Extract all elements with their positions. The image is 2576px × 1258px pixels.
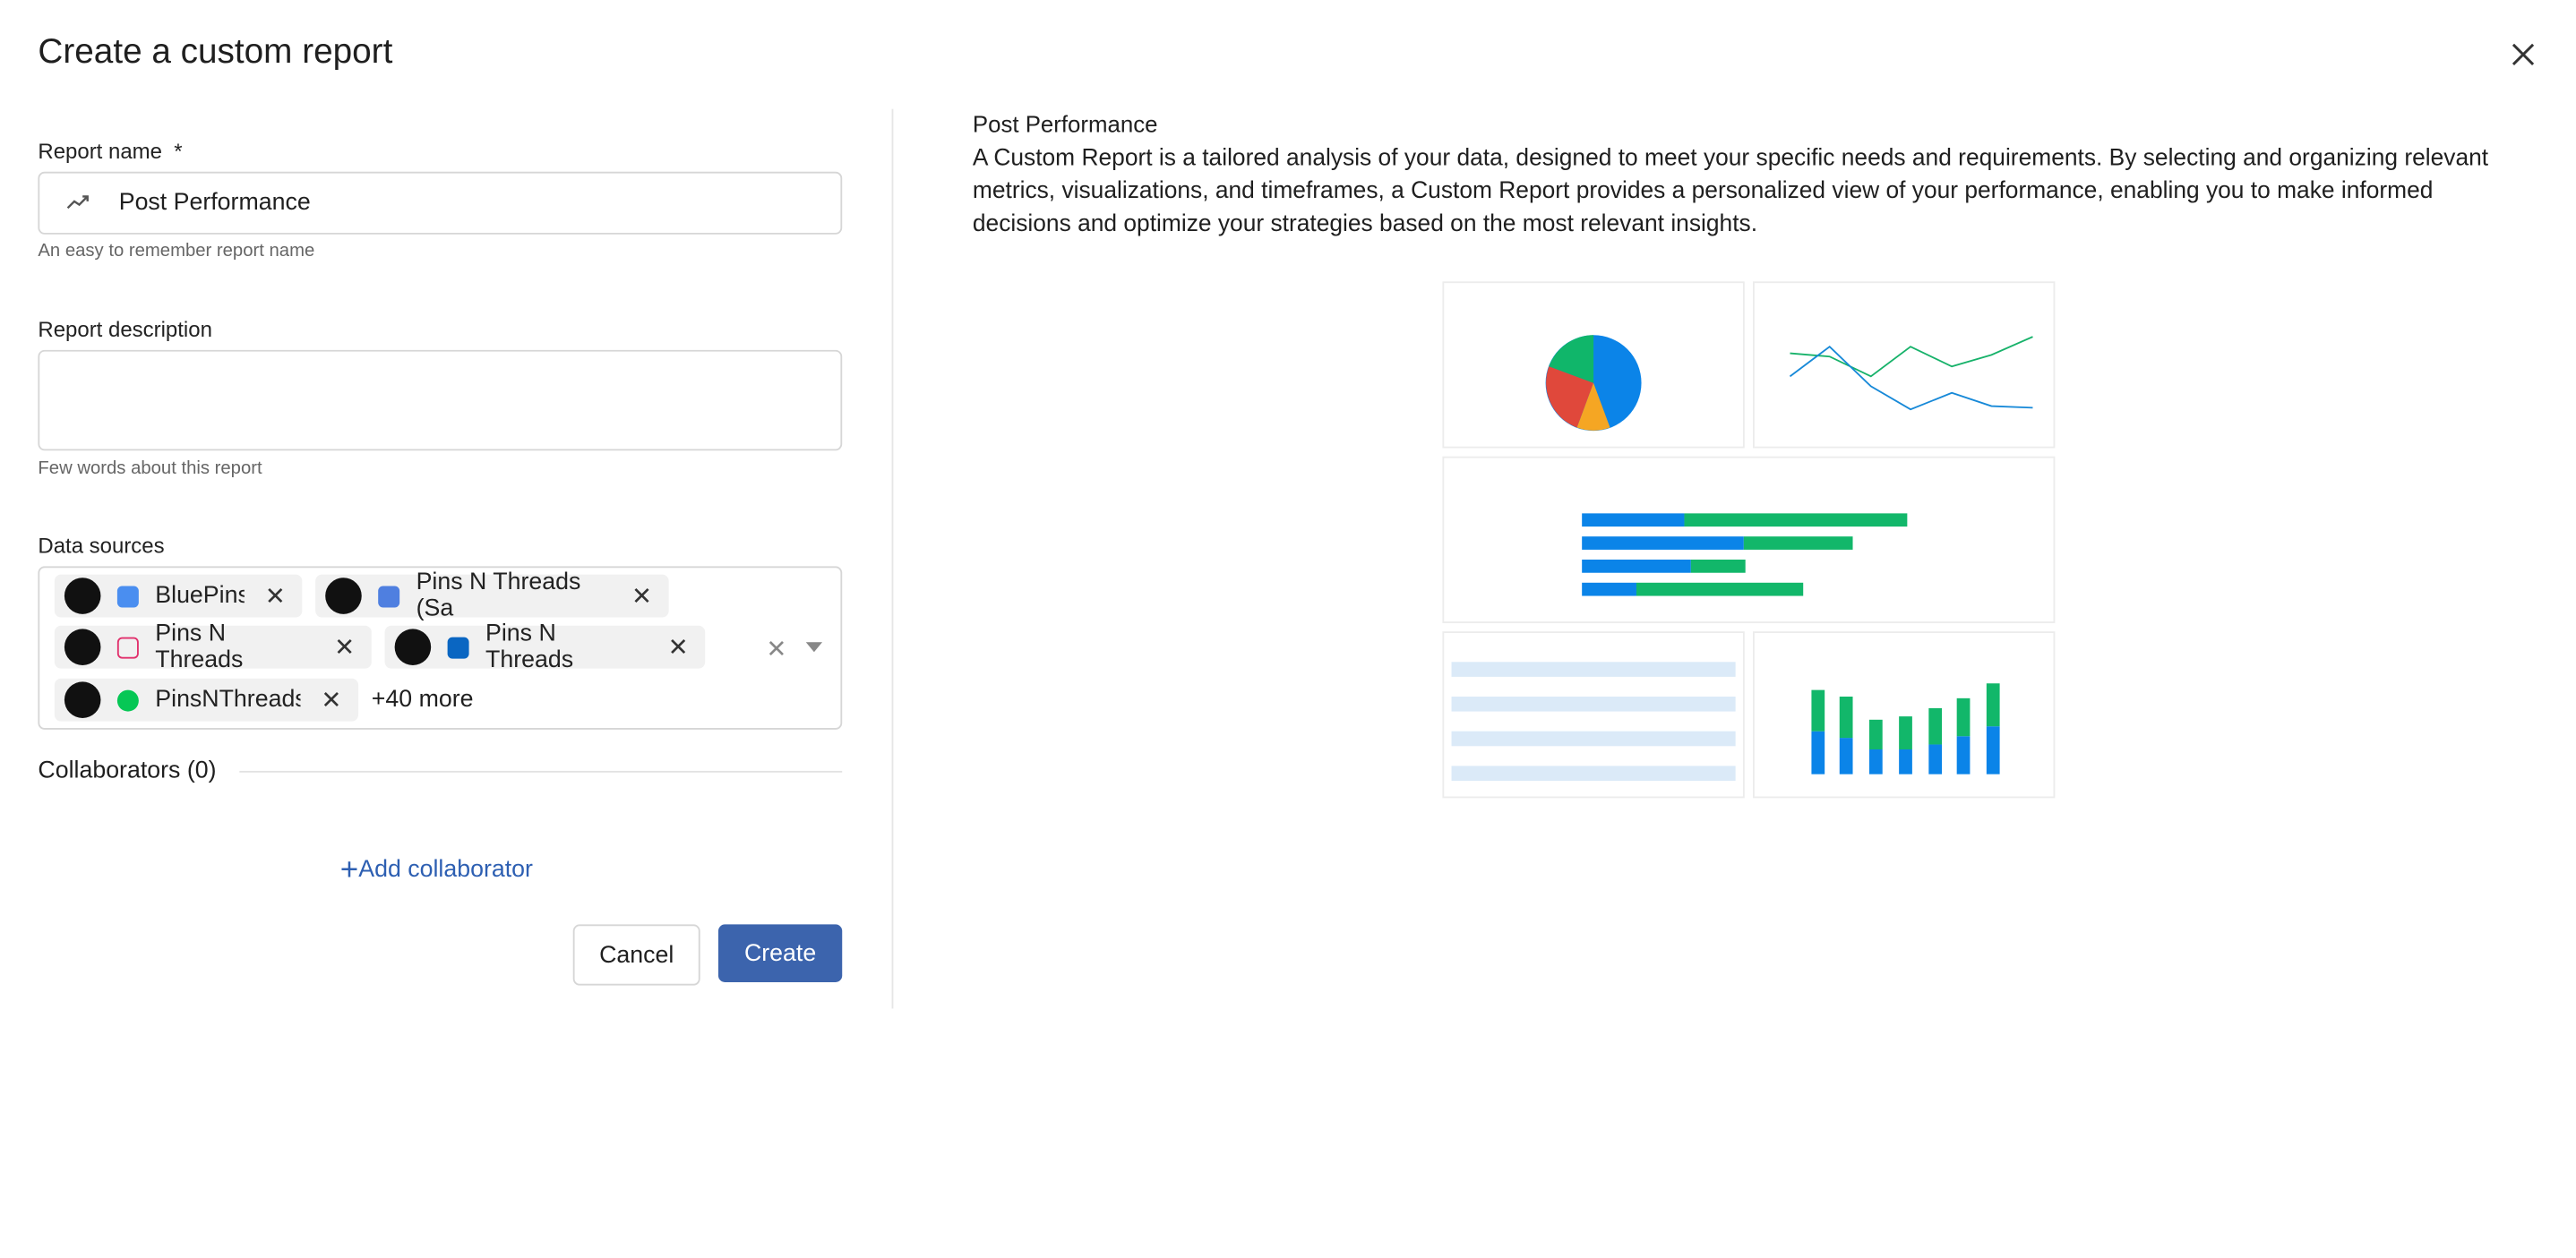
chip: BluePins ✕ <box>54 574 303 618</box>
chip-text: BluePins <box>155 582 245 610</box>
chip-remove[interactable]: ✕ <box>264 582 286 612</box>
chip-remove[interactable]: ✕ <box>334 633 356 663</box>
dialog-title: Create a custom report <box>38 32 393 72</box>
chip: PinsNThreads ✕ <box>54 678 359 722</box>
field-label: Report description <box>38 316 212 342</box>
chip-remove[interactable]: ✕ <box>631 582 653 612</box>
clear-button[interactable]: ✕ <box>766 635 787 664</box>
preview-description: A Custom Report is a tailored analysis o… <box>972 145 2489 238</box>
field-label: Report name * <box>38 139 182 164</box>
cancel-button[interactable]: Cancel <box>572 924 700 986</box>
add-collaborator[interactable]: +Add collaborator <box>339 853 533 888</box>
chip-text: PinsNThreads <box>155 686 302 714</box>
chip-remove[interactable]: ✕ <box>667 633 689 663</box>
section-title: Collaborators (0) <box>38 757 217 784</box>
divider <box>239 770 843 773</box>
chip-text: Pins N Threads <box>485 620 574 674</box>
preview-title: Post Performance <box>972 110 1158 138</box>
trend-icon <box>66 195 89 210</box>
preview-image <box>1442 281 2056 799</box>
chip: Pins N Threads ✕ <box>54 620 372 673</box>
dropdown-arrow[interactable] <box>805 642 823 653</box>
chip-text: Pins N Threads <box>155 620 244 674</box>
label-text: Report name <box>38 138 162 164</box>
input-value: Post Performance <box>118 190 311 217</box>
link-text: Add collaborator <box>358 856 533 884</box>
chip: Pins N Threads ✕ <box>384 620 706 673</box>
divider <box>891 108 894 1009</box>
chip-remove[interactable]: ✕ <box>321 686 342 715</box>
more-count: +40 more <box>371 686 474 714</box>
text-input[interactable]: Post Performance <box>38 171 843 235</box>
textarea[interactable] <box>38 349 843 451</box>
field-label: Data sources <box>38 533 165 559</box>
required-mark: * <box>174 138 183 164</box>
helper-text: An easy to remember report name <box>38 241 315 261</box>
chip-text: Pins N Threads (Sa <box>416 569 581 623</box>
close-button[interactable] <box>2510 41 2536 67</box>
multi-select[interactable]: BluePins ✕ Pins N Threads (Sa ✕ Pins N Thr… <box>38 566 843 730</box>
create-button[interactable]: Create <box>717 924 843 982</box>
chip: Pins N Threads (Sa ✕ <box>315 569 669 622</box>
helper-text: Few words about this report <box>38 458 262 479</box>
